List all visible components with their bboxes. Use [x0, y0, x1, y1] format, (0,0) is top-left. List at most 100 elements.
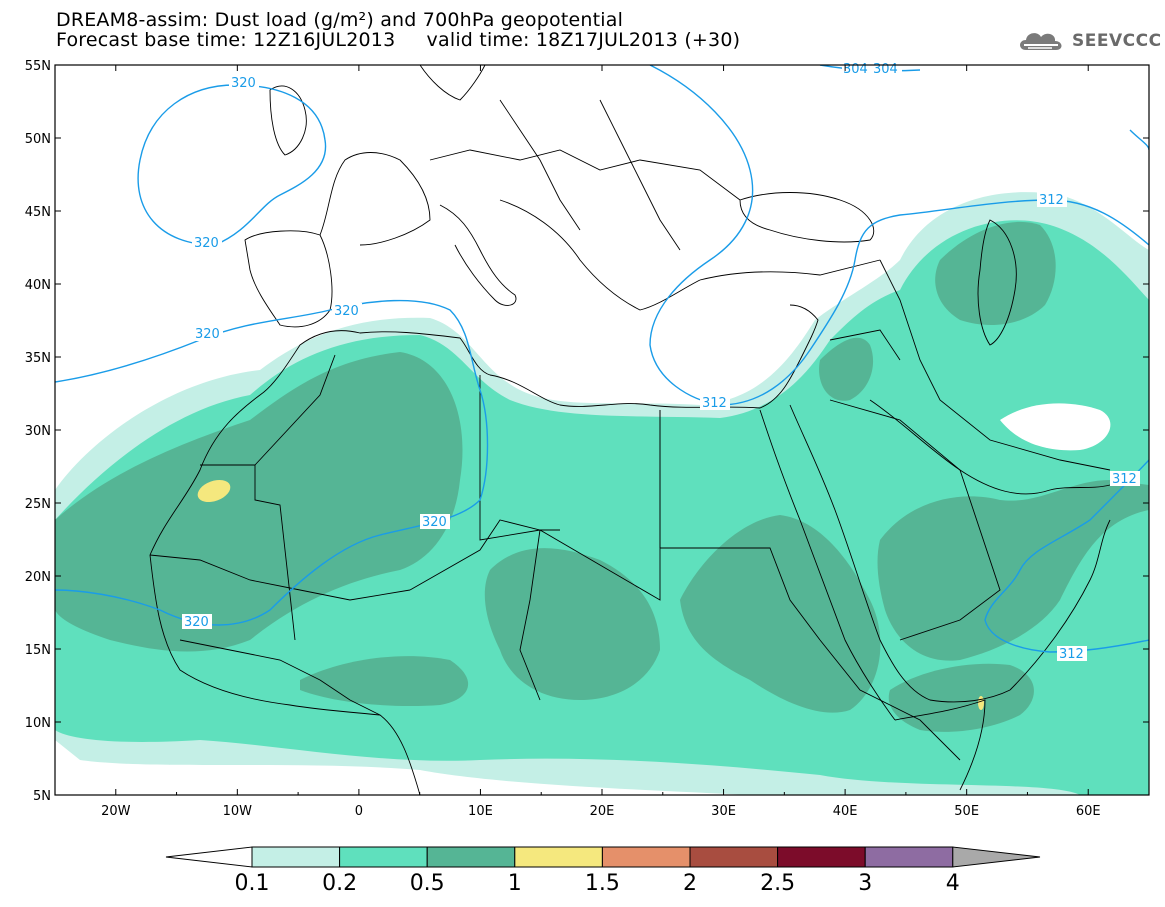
colorbar-swatch	[777, 846, 866, 868]
border-saudi	[829, 399, 1001, 641]
contour-label: 304	[843, 62, 868, 77]
colorbar-label: 0.1	[235, 871, 270, 896]
geopotential-contours	[55, 65, 1149, 653]
coastline-africa-nw	[149, 330, 491, 556]
lat-label: 10N	[25, 716, 51, 731]
dust-region-dark-iraq	[819, 337, 874, 401]
lat-label: 35N	[25, 351, 51, 366]
contour-label: 320	[184, 615, 209, 630]
contour-label: 320	[195, 327, 220, 342]
colorbar-swatch	[601, 846, 691, 868]
lat-label: 55N	[25, 59, 51, 74]
coastlines-borders	[149, 65, 1111, 795]
lat-label: 15N	[25, 643, 51, 658]
lon-label: 50E	[954, 804, 979, 819]
dust-region-dark-sudan	[680, 515, 881, 713]
cloud-logo-icon	[1020, 33, 1062, 50]
colorbar-label: 3	[858, 871, 872, 896]
lon-label: 40E	[833, 804, 858, 819]
border-guinea	[179, 639, 381, 716]
colorbar-label: 1.5	[585, 871, 620, 896]
contour-320-north	[137, 84, 327, 246]
border-iraq	[829, 329, 901, 361]
dust-region-dark-sahel	[484, 548, 660, 700]
colorbar-swatch	[689, 846, 779, 868]
contour-label: 312	[1059, 647, 1084, 662]
longitude-axis: 20W 10W 0 10E 20E 30E 40E 50E 60E	[54, 65, 1150, 819]
dust-region-high-somalia	[978, 696, 984, 710]
colorbar-swatch	[251, 846, 341, 868]
coastline-turkey	[699, 259, 881, 281]
lon-label: 60E	[1076, 804, 1101, 819]
lat-label: 5N	[33, 789, 51, 804]
contour-label-group: 320 320 320 320 320 320 312 312 312 312 …	[182, 62, 1140, 662]
dust-region-dark-west	[55, 352, 463, 652]
contour-label: 320	[334, 304, 359, 319]
coastline-red-sea-west	[759, 409, 896, 721]
border-ethiopia	[819, 639, 961, 761]
dust-region-dark-center	[300, 656, 469, 707]
logo-text: SEEVCCC	[1072, 31, 1162, 51]
dust-region-high-sahara	[197, 479, 231, 503]
chart-title-line2: Forecast base time: 12Z16JUL2013 valid t…	[56, 29, 741, 51]
coastline-persian-gulf	[869, 399, 1111, 495]
lat-label: 25N	[25, 497, 51, 512]
contour-label: 320	[422, 515, 447, 530]
colorbar-label: 0.5	[410, 871, 445, 896]
colorbar-swatch	[426, 846, 516, 868]
colorbar-swatch	[864, 846, 954, 868]
coastline-black-sea	[739, 192, 875, 243]
colorbar-label: 1	[508, 871, 522, 896]
border-mali-algeria	[254, 354, 336, 466]
border-west-africa	[149, 554, 411, 601]
colorbar: 0.1 0.2 0.5 1 1.5 2 2.5 3 4	[165, 846, 1041, 896]
colorbar-label: 2.5	[760, 871, 795, 896]
lat-label: 50N	[25, 132, 51, 147]
colorbar-swatch	[514, 846, 603, 868]
colorbar-extend-high	[952, 846, 1041, 868]
border-mauritania	[200, 464, 296, 641]
border-europe-3	[599, 99, 681, 251]
coastline-scandinavia	[419, 65, 486, 101]
lat-label: 45N	[25, 205, 51, 220]
coastline-arabia-south	[1009, 519, 1111, 691]
border-iran	[879, 259, 1111, 471]
lat-label: 30N	[25, 424, 51, 439]
coastline-gulf-guinea	[149, 554, 421, 795]
coastline-horn	[894, 699, 986, 791]
contour-312-east	[649, 65, 1149, 406]
contour-320-main	[55, 299, 489, 626]
coastline-france	[319, 152, 431, 246]
coastline-levant	[789, 304, 819, 361]
border-niger	[409, 519, 560, 591]
border-chad	[519, 529, 541, 701]
lat-label: 20N	[25, 570, 51, 585]
lon-label: 10W	[223, 804, 253, 819]
lon-label: 30E	[711, 804, 736, 819]
coastline-caspian	[977, 219, 1017, 346]
lon-label: 20E	[590, 804, 615, 819]
colorbar-label: 2	[683, 871, 697, 896]
contour-label: 312	[1039, 193, 1064, 208]
border-europe-2	[499, 99, 581, 231]
coastline-north-africa	[489, 359, 801, 409]
dust-shading	[55, 192, 1149, 795]
colorbar-label: 4	[946, 871, 960, 896]
lon-label: 0	[355, 804, 363, 819]
coastline-red-sea-east	[789, 404, 1011, 703]
clear-area-caspian	[1000, 403, 1111, 451]
colorbar-label: 0.2	[322, 871, 357, 896]
colorbar-swatch	[339, 846, 428, 868]
contour-label: 312	[702, 396, 727, 411]
lon-label: 10E	[468, 804, 493, 819]
latitude-axis: 55N 50N 45N 40N 35N 30N 25N 20N 15N 10N 5N	[25, 59, 1149, 804]
lon-label: 20W	[101, 804, 131, 819]
contour-label: 320	[231, 76, 256, 91]
chart-title-line1: DREAM8-assim: Dust load (g/m²) and 700hP…	[56, 9, 624, 31]
seevccc-logo: SEEVCCC	[1016, 26, 1162, 56]
contour-label: 320	[194, 236, 219, 251]
dust-region-dark-caucasus	[935, 221, 1056, 325]
border-sudan	[660, 547, 821, 641]
lat-label: 40N	[25, 278, 51, 293]
